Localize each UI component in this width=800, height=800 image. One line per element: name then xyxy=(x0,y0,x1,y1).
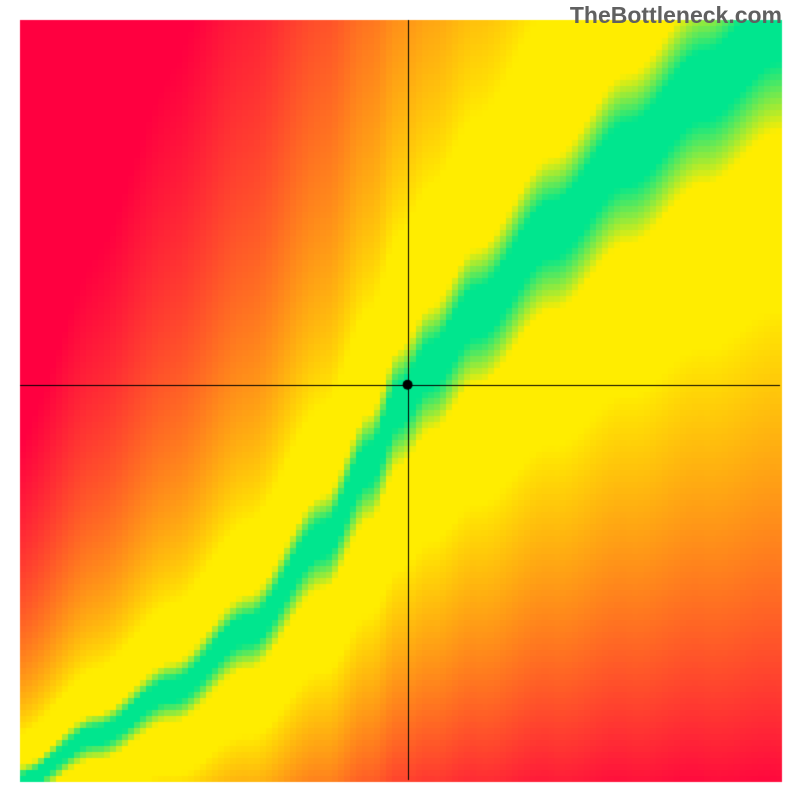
chart-container: TheBottleneck.com xyxy=(0,0,800,800)
bottleneck-heatmap xyxy=(0,0,800,800)
watermark-text: TheBottleneck.com xyxy=(570,2,782,29)
